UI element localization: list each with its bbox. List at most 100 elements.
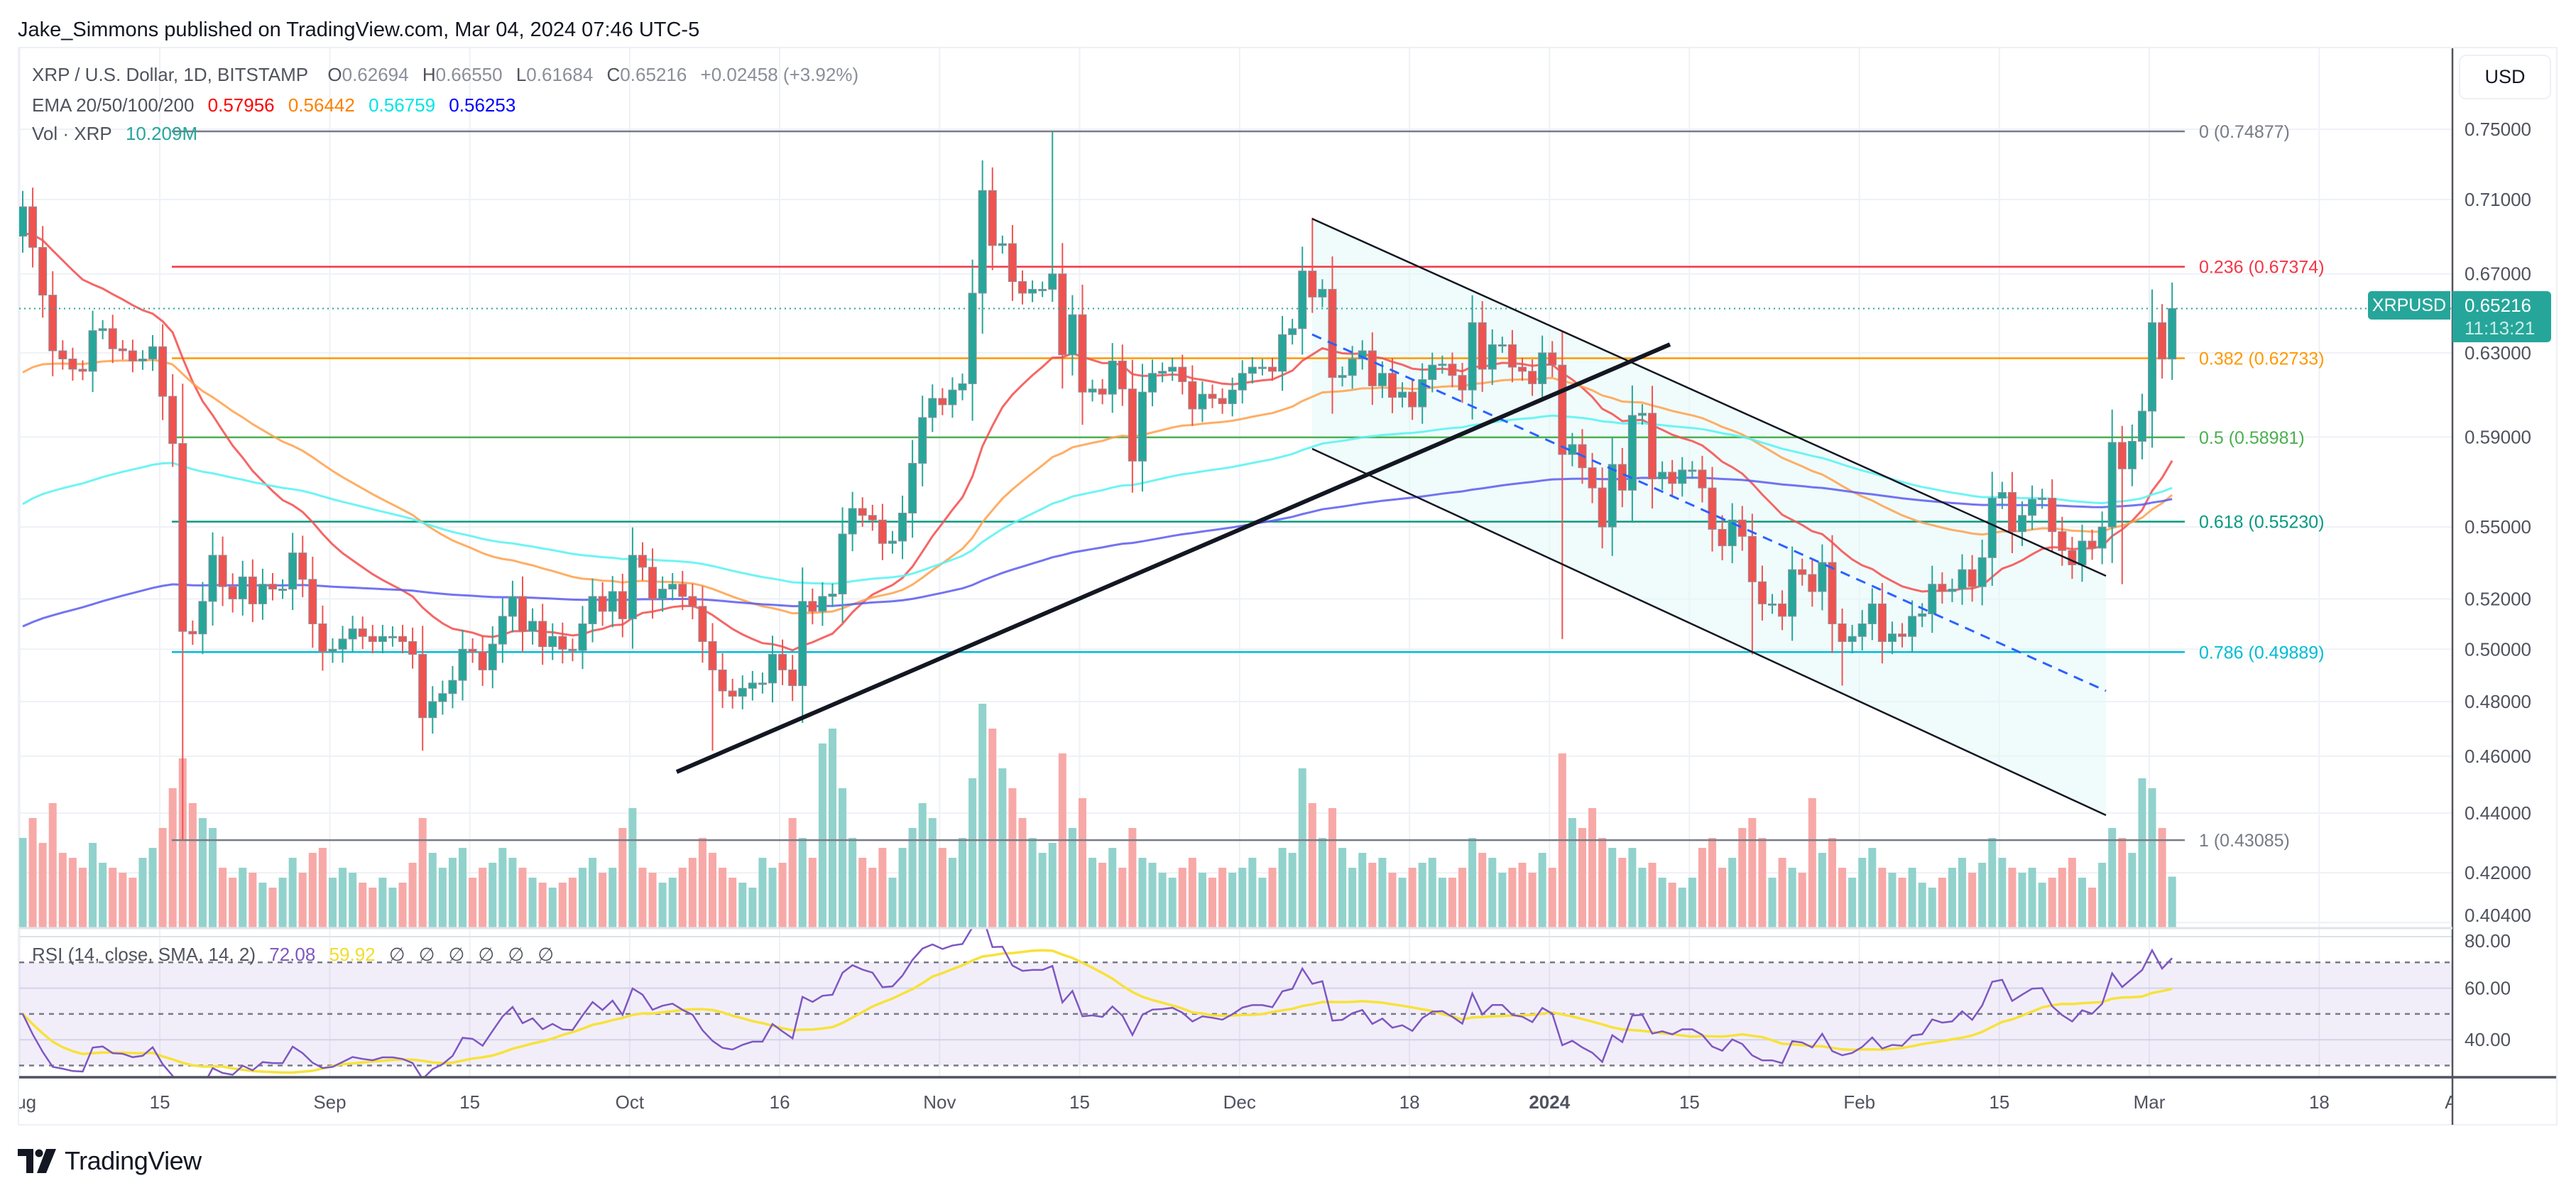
time-tick-label: 15 (459, 1091, 480, 1113)
candle-body (1698, 469, 1707, 489)
trend-lines[interactable] (675, 217, 2107, 817)
symbol-title[interactable]: XRP / U.S. Dollar, 1D, BITSTAMP (32, 64, 309, 85)
volume-bar (1848, 878, 1857, 927)
candle-body (468, 648, 477, 653)
rsi-empty-2: ∅ (418, 944, 435, 965)
channel-upper-line[interactable] (1311, 217, 2107, 577)
candle-body (1617, 464, 1627, 491)
volume-bar (498, 848, 507, 927)
candle-body (658, 589, 667, 599)
channel-mid-line[interactable] (1311, 333, 2107, 692)
rsi-legend[interactable]: RSI (14, close, SMA, 14, 2) 72.08 59.92 … (32, 944, 562, 965)
candle-body (908, 462, 917, 514)
volume-bar (408, 863, 417, 927)
volume-bar (1978, 863, 1987, 927)
volume-bar (508, 858, 517, 927)
candle-body (1228, 389, 1237, 405)
candle-body (2018, 515, 2026, 533)
candle-body (1268, 366, 1277, 372)
candle-body (898, 513, 907, 542)
uptrend-line[interactable] (675, 342, 1671, 774)
volume-bar (229, 878, 237, 927)
candle-body (618, 591, 627, 619)
change-value: +0.02458 (+3.92%) (700, 64, 859, 85)
volume-bar (858, 858, 867, 927)
volume-bar (2118, 838, 2127, 927)
candle-body (1078, 314, 1087, 393)
candle-body (58, 350, 67, 360)
volume-bar (268, 888, 277, 927)
candle-body (348, 628, 357, 640)
candle-body (1118, 360, 1127, 390)
candle-body (158, 346, 168, 397)
volume-bar (1788, 868, 1796, 927)
symbol-price-tag: XRPUSD (2368, 291, 2450, 320)
volume-label: Vol · XRP (32, 123, 112, 144)
volume-bar (1198, 873, 1206, 927)
volume-bar (119, 873, 127, 927)
candle-body (1298, 271, 1307, 329)
candle-body (1137, 391, 1147, 462)
candles (19, 131, 2452, 840)
candle-body (628, 555, 637, 619)
candle-body (2168, 307, 2177, 360)
candle-body (1898, 633, 1907, 637)
candle-body (1257, 366, 1267, 369)
ema-100-line (22, 414, 2173, 585)
volume-bar (1128, 828, 1137, 927)
volume-bar (2138, 778, 2146, 927)
candle-body (768, 654, 777, 684)
fib-level-label: 0.236 (0.67374) (2199, 258, 2325, 278)
volume-bar (138, 858, 147, 927)
candle-body (1627, 415, 1637, 491)
volume-bar (608, 868, 617, 927)
candle-body (1968, 569, 1977, 587)
volume-bar (2008, 868, 2016, 927)
candle-body (1098, 388, 1107, 395)
volume-bar (1268, 868, 1277, 927)
volume-bar (618, 828, 627, 927)
volume-bar (2068, 858, 2076, 927)
candle-body (178, 443, 187, 632)
candle-body (548, 636, 557, 648)
tradingview-logo[interactable]: TradingView (18, 1146, 202, 1176)
rsi-empty-5: ∅ (508, 944, 525, 965)
candle-body (1838, 623, 1847, 642)
fib-retracement[interactable]: 0 (0.74877) 0.236 (0.67374) 0.382 (0.62733… (172, 122, 2325, 851)
candle-body (1678, 469, 1687, 484)
candle-body (2068, 550, 2077, 565)
volume-bar (198, 818, 207, 927)
candle-body (2087, 540, 2097, 549)
price-tick-label: 0.75000 (2465, 119, 2531, 140)
volume-bar (1518, 863, 1527, 927)
volume-bar (1068, 828, 1076, 927)
candle-body (2028, 498, 2037, 516)
ema-legend[interactable]: EMA 20/50/100/200 0.57956 0.56442 0.5675… (32, 94, 524, 116)
volume-bar (1568, 818, 1576, 927)
candle-body (528, 621, 537, 632)
volume-bar (928, 818, 937, 927)
candle-body (1398, 391, 1407, 398)
volume-bar (298, 873, 307, 927)
candle-body (1338, 375, 1347, 378)
volume-bar (249, 873, 257, 927)
volume-bar (728, 878, 737, 927)
volume-bar (1588, 808, 1597, 927)
candle-body (1747, 535, 1757, 582)
volume-bar (1548, 868, 1556, 927)
candle-body (1248, 366, 1257, 374)
volume-legend[interactable]: Vol · XRP 10.209M (32, 123, 206, 144)
volume-bar (1968, 873, 1977, 927)
volume-bar (988, 729, 997, 927)
time-axis[interactable]: Aug 15 Sep 15 Oct 16 Nov 15 Dec 18 2024 15 Feb 15 Mar 1… (4, 1091, 2474, 1113)
candle-body (498, 616, 507, 645)
volume-bar (518, 868, 527, 927)
volume-bar (1008, 788, 1017, 927)
candle-body (508, 596, 517, 617)
channel-lower-line[interactable] (1311, 447, 2107, 817)
volume-bar (2038, 883, 2046, 927)
candle-body (488, 643, 497, 670)
candle-body (198, 601, 207, 635)
currency-button[interactable]: USD (2459, 55, 2551, 99)
